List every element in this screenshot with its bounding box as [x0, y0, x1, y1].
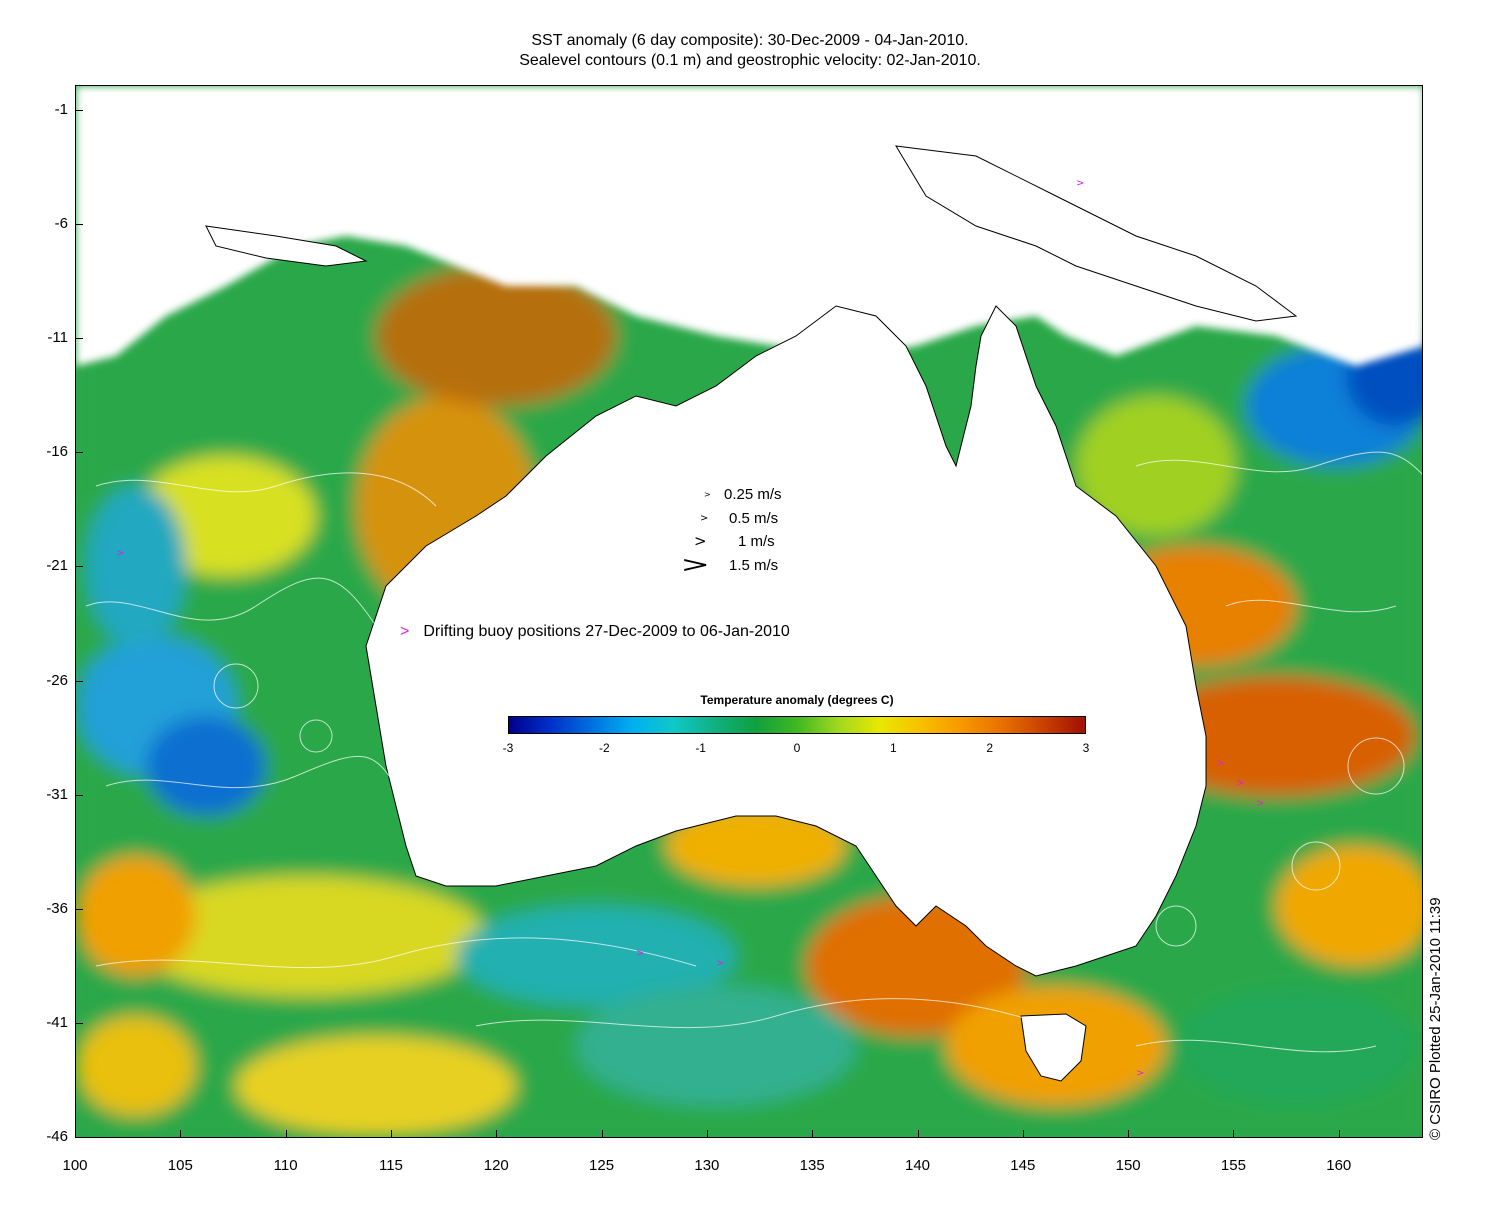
colorbar-tick-label: -3	[502, 741, 514, 755]
velocity-arrow-icon: >	[704, 490, 711, 499]
x-tick-mark	[180, 1130, 182, 1138]
x-tick-label: 135	[799, 1157, 825, 1174]
buoy-markers: > > > > > > > >	[116, 178, 1264, 1079]
buoy-legend: > Drifting buoy positions 27-Dec-2009 to …	[400, 623, 790, 641]
svg-text:>: >	[1076, 178, 1084, 189]
y-tick-mark	[75, 1137, 83, 1138]
x-tick-label: 130	[694, 1157, 720, 1174]
x-tick-label: 110	[273, 1157, 298, 1174]
y-tick-mark	[75, 681, 83, 682]
svg-text:>: >	[636, 948, 644, 959]
velocity-arrow-icon: >	[694, 532, 707, 550]
map-title: SST anomaly (6 day composite): 30-Dec-20…	[531, 32, 969, 49]
colorbar	[508, 716, 1086, 734]
svg-text:>: >	[1136, 1068, 1144, 1079]
x-tick-mark	[1233, 1130, 1235, 1138]
x-tick-label: 160	[1326, 1157, 1352, 1174]
velocity-label: 0.5 m/s	[729, 510, 779, 527]
velocity-label: 0.25 m/s	[724, 486, 782, 503]
velocity-label: 1 m/s	[738, 533, 775, 550]
map-plot-area: > > > > > > > >	[75, 85, 1423, 1138]
x-tick-label: 150	[1115, 1157, 1141, 1174]
x-tick-mark	[812, 1130, 814, 1138]
x-tick-label: 100	[62, 1157, 88, 1174]
x-tick-label: 145	[1010, 1157, 1036, 1174]
y-tick-mark	[75, 795, 83, 796]
y-tick-label: -21	[46, 557, 68, 574]
x-tick-mark	[601, 1130, 603, 1138]
colorbar-tick-label: 2	[986, 741, 993, 755]
x-tick-label: 105	[167, 1157, 193, 1174]
x-tick-mark	[285, 1130, 287, 1138]
y-tick-mark	[75, 338, 83, 339]
x-tick-label: 115	[378, 1157, 403, 1174]
x-tick-mark	[917, 1130, 919, 1138]
y-tick-label: -31	[46, 786, 68, 803]
x-tick-mark	[496, 1130, 498, 1138]
x-tick-label: 125	[589, 1157, 615, 1174]
x-tick-mark	[1338, 1130, 1340, 1138]
y-tick-mark	[75, 452, 83, 453]
velocity-arrow-icon: >	[700, 513, 709, 524]
buoy-legend-label: Drifting buoy positions 27-Dec-2009 to 0…	[423, 623, 790, 640]
x-tick-mark	[75, 1130, 76, 1138]
colorbar-tick-label: -2	[598, 741, 610, 755]
velocity-arrow-icon: >	[680, 553, 710, 578]
velocity-label: 1.5 m/s	[729, 557, 779, 574]
y-tick-mark	[75, 1023, 83, 1024]
y-tick-mark	[75, 566, 83, 567]
y-tick-label: -26	[46, 672, 68, 689]
y-tick-label: -16	[46, 443, 68, 460]
java-landmass	[205, 225, 368, 267]
colorbar-tick-label: -1	[695, 741, 706, 755]
x-tick-mark	[706, 1130, 708, 1138]
svg-text:>: >	[1256, 798, 1264, 809]
credit-text: © CSIRO Plotted 25-Jan-2010 11:39	[1427, 897, 1444, 1140]
x-tick-label: 120	[483, 1157, 509, 1174]
colorbar-tick-label: 1	[889, 741, 897, 755]
new-guinea-landmass	[895, 145, 1298, 322]
australia-landmass	[365, 305, 1207, 977]
colorbar-tick-label: 0	[793, 741, 801, 755]
svg-text:>: >	[716, 958, 724, 969]
svg-text:>: >	[1236, 778, 1244, 789]
x-tick-mark	[1128, 1130, 1130, 1138]
y-tick-label: -1	[54, 101, 68, 118]
x-tick-label: 140	[904, 1157, 931, 1174]
cloud-mask	[76, 86, 1422, 366]
y-tick-label: -6	[54, 215, 68, 232]
x-tick-mark	[390, 1130, 392, 1138]
x-tick-label: 155	[1220, 1157, 1246, 1174]
y-tick-mark	[75, 224, 83, 225]
y-tick-mark	[75, 909, 83, 910]
colorbar-title: Temperature anomaly (degrees C)	[700, 693, 894, 707]
svg-text:>: >	[116, 548, 124, 559]
svg-text:>: >	[1216, 758, 1224, 769]
buoy-marker-icon: >	[400, 623, 410, 640]
y-tick-label: -11	[47, 329, 68, 346]
y-tick-label: -41	[46, 1014, 68, 1031]
map-subtitle: Sealevel contours (0.1 m) and geostrophi…	[519, 52, 981, 69]
colorbar-tick-label: 3	[1082, 741, 1090, 755]
sealevel-contours	[85, 451, 1422, 1053]
y-tick-label: -46	[46, 1128, 68, 1145]
y-tick-label: -36	[46, 900, 68, 917]
y-tick-mark	[75, 110, 83, 111]
tasmania-landmass	[1020, 1013, 1087, 1082]
sst-anomaly-map: > > > > > > > >	[76, 86, 1422, 1137]
x-tick-mark	[1022, 1130, 1024, 1138]
